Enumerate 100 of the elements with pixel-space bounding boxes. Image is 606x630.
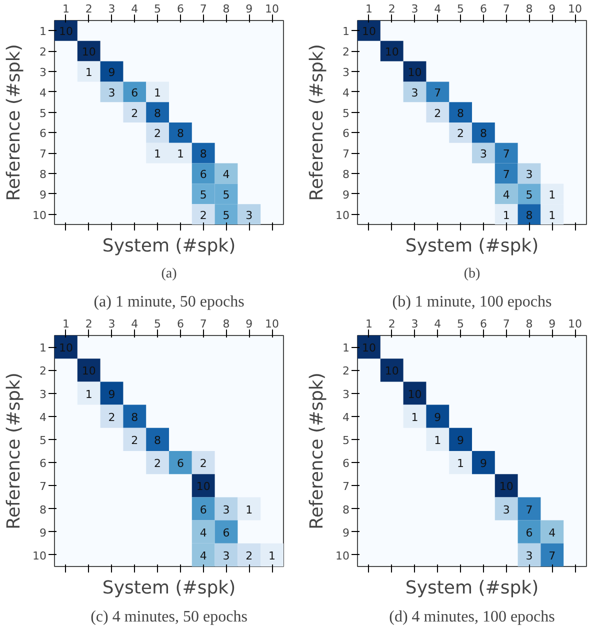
data-label: 4 xyxy=(222,168,230,181)
x-tick-label: 5 xyxy=(154,2,162,16)
y-tick-label: 9 xyxy=(40,526,46,540)
x-tick-label: 8 xyxy=(526,318,533,330)
y-tick-label: 8 xyxy=(40,503,46,516)
data-label: 4 xyxy=(200,549,207,562)
x-tick-label: 7 xyxy=(200,2,207,16)
data-label: 7 xyxy=(526,503,533,516)
x-tick-label: 1 xyxy=(62,2,70,16)
y-tick-label: 7 xyxy=(40,480,46,494)
x-tick-label: 10 xyxy=(568,318,582,330)
x-tick-label: 2 xyxy=(388,318,396,330)
y-tick-label: 1 xyxy=(342,25,350,38)
data-label: 6 xyxy=(200,503,207,516)
data-label: 2 xyxy=(131,434,138,447)
x-tick-label: 8 xyxy=(526,2,533,16)
x-tick-label: 9 xyxy=(246,2,253,16)
x-tick-label: 7 xyxy=(502,2,510,16)
data-label: 10 xyxy=(58,25,73,38)
x-tick-label: 4 xyxy=(131,2,138,16)
data-label: 8 xyxy=(200,148,207,161)
text: (a) xyxy=(161,266,178,282)
data-label: 1 xyxy=(268,549,276,562)
y-tick-label: 6 xyxy=(342,127,350,140)
x-tick-label: 10 xyxy=(265,2,280,16)
x-tick-label: 4 xyxy=(434,2,442,16)
x-tick-label: 2 xyxy=(388,2,396,16)
y-tick-label: 8 xyxy=(40,168,46,181)
data-label: 6 xyxy=(176,457,184,470)
data-label: 7 xyxy=(502,168,510,181)
y-tick-label: 6 xyxy=(40,457,46,470)
y-tick-label: 1 xyxy=(40,342,46,355)
data-label: 8 xyxy=(480,127,487,140)
y-tick-label: 9 xyxy=(342,188,350,202)
data-label: 10 xyxy=(384,46,399,59)
y-tick-label: 7 xyxy=(40,148,46,161)
data-label: 2 xyxy=(131,106,138,120)
y-tick-label: 7 xyxy=(342,480,350,494)
data-label: 8 xyxy=(131,410,138,424)
y-tick-label: 5 xyxy=(342,106,350,120)
data-label: 1 xyxy=(246,503,253,516)
y-tick-label: 6 xyxy=(342,457,350,470)
x-tick-label: 4 xyxy=(434,318,442,330)
x-tick-label: 6 xyxy=(176,2,184,16)
y-tick-label: 2 xyxy=(342,46,350,59)
x-tick-label: 7 xyxy=(200,318,207,330)
y-tick-label: 4 xyxy=(342,410,350,424)
data-label: 9 xyxy=(108,66,116,79)
y-tick-label: 7 xyxy=(342,148,350,161)
y-axis-title: Reference (#spk) xyxy=(306,44,328,201)
y-tick-label: 5 xyxy=(40,106,46,120)
text: (b) 1 minute, 100 epochs xyxy=(392,294,552,310)
y-axis-title: Reference (#spk) xyxy=(4,44,25,201)
text: (b) xyxy=(464,266,480,282)
data-label: 6 xyxy=(200,168,207,181)
x-tick-label: 9 xyxy=(246,318,253,330)
data-label: 9 xyxy=(457,434,464,447)
data-label: 3 xyxy=(246,208,253,222)
data-label: 1 xyxy=(411,410,418,424)
x-tick-label: 1 xyxy=(62,318,70,330)
y-tick-label: 2 xyxy=(40,364,46,378)
x-tick-label: 8 xyxy=(222,2,230,16)
y-tick-label: 3 xyxy=(40,388,46,401)
x-tick-label: 9 xyxy=(548,2,556,16)
y-tick-label: 5 xyxy=(342,434,350,447)
data-label: 8 xyxy=(457,106,464,120)
y-tick-label: 2 xyxy=(40,46,46,59)
x-tick-label: 1 xyxy=(365,318,372,330)
x-tick-label: 4 xyxy=(131,318,138,330)
data-label: 3 xyxy=(222,549,230,562)
y-tick-label: 10 xyxy=(336,549,350,562)
y-tick-label: 3 xyxy=(40,66,46,79)
data-label: 10 xyxy=(384,364,399,378)
data-label: 1 xyxy=(85,388,92,401)
data-label: 1 xyxy=(502,208,510,222)
x-tick-label: 3 xyxy=(108,2,116,16)
data-label: 1 xyxy=(434,434,442,447)
data-label: 7 xyxy=(434,86,442,100)
data-label: 1 xyxy=(457,457,464,470)
y-tick-label: 1 xyxy=(40,25,46,38)
data-label: 3 xyxy=(526,168,533,181)
x-tick-label: 3 xyxy=(411,2,418,16)
y-tick-label: 4 xyxy=(40,86,46,100)
x-tick-label: 9 xyxy=(548,318,556,330)
data-label: 3 xyxy=(480,148,487,161)
data-label: 8 xyxy=(176,127,184,140)
y-tick-label: 9 xyxy=(342,526,350,540)
y-tick-label: 1 xyxy=(342,342,350,355)
x-tick-label: 6 xyxy=(480,2,487,16)
data-label: 1 xyxy=(176,148,184,161)
data-label: 2 xyxy=(154,127,162,140)
data-label: 5 xyxy=(526,188,533,202)
x-tick-label: 10 xyxy=(265,318,280,330)
data-label: 2 xyxy=(457,127,464,140)
text: (c) 4 minutes, 50 epochs xyxy=(90,608,248,626)
x-axis-title: System (#spk) xyxy=(102,236,236,256)
data-label: 2 xyxy=(246,549,253,562)
data-label: 10 xyxy=(408,388,422,401)
data-label: 6 xyxy=(131,86,138,100)
y-tick-label: 3 xyxy=(342,66,350,79)
